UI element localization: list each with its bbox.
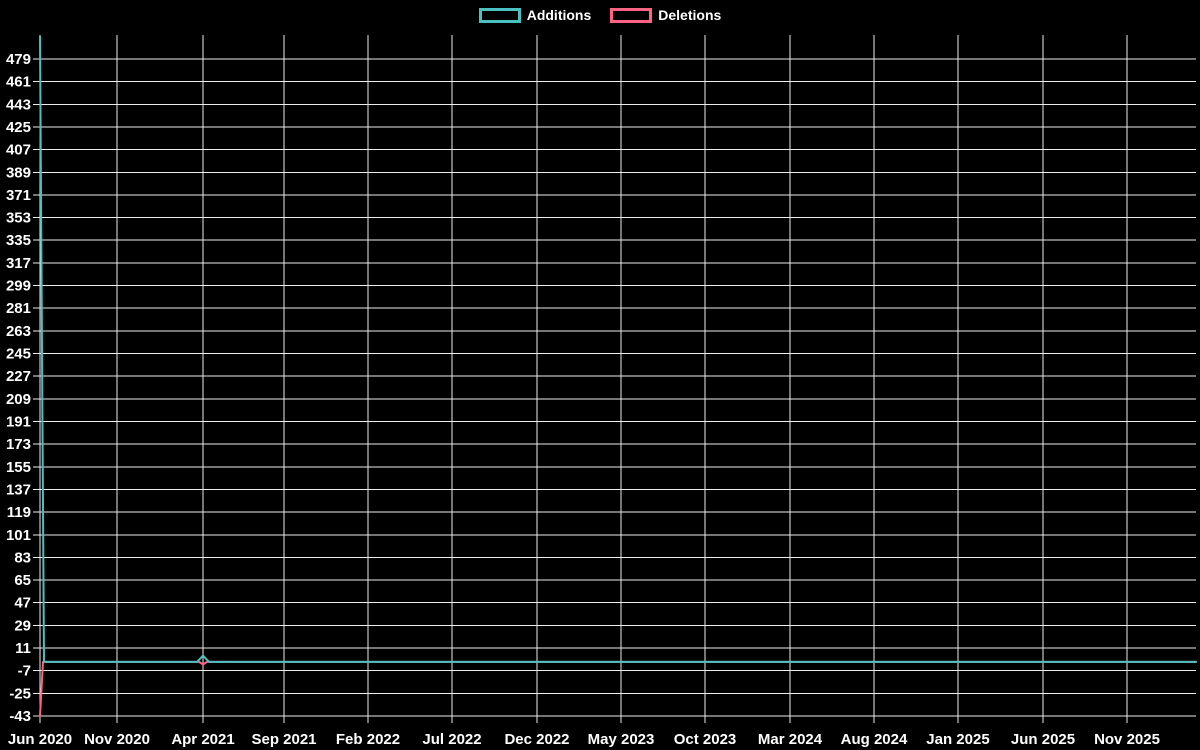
y-tick-label: 245 xyxy=(6,346,31,363)
y-tick-label: 263 xyxy=(6,323,31,340)
y-tick-label: 407 xyxy=(6,142,31,159)
legend-label-deletions: Deletions xyxy=(658,7,722,23)
y-tick-label: 371 xyxy=(6,187,31,204)
x-tick-label: Apr 2021 xyxy=(171,731,234,748)
y-tick-label: 173 xyxy=(6,436,31,453)
x-tick-label: Sep 2021 xyxy=(251,731,316,748)
y-tick-label: 227 xyxy=(6,368,31,385)
y-tick-label: 29 xyxy=(14,617,31,634)
additions-line xyxy=(39,35,1197,663)
x-tick-label: Mar 2024 xyxy=(758,731,823,748)
y-tick-label: 137 xyxy=(6,481,31,498)
x-tick-label: Nov 2020 xyxy=(84,731,150,748)
x-tick-label: Jan 2025 xyxy=(926,731,989,748)
x-tick-label: Jul 2022 xyxy=(422,731,481,748)
legend-item-additions[interactable]: Additions xyxy=(478,7,592,23)
y-tick-label: 191 xyxy=(6,413,31,430)
y-tick-label: 461 xyxy=(6,74,31,91)
y-tick-label: 209 xyxy=(6,391,31,408)
y-tick-label: -25 xyxy=(9,685,31,702)
y-tick-label: 281 xyxy=(6,300,31,317)
x-tick-label: Aug 2024 xyxy=(841,731,908,748)
y-tick-label: 317 xyxy=(6,255,31,272)
legend-item-deletions[interactable]: Deletions xyxy=(610,7,721,23)
y-gridlines xyxy=(33,58,1196,717)
chart-legend: Additions Deletions xyxy=(0,7,1200,23)
y-tick-label: 47 xyxy=(14,595,31,612)
x-tick-label: Oct 2023 xyxy=(674,731,737,748)
x-tick-labels: Jun 2020 Nov 2020 Apr 2021 Sep 2021 Feb 2022… xyxy=(8,731,1160,748)
x-tick-label: Nov 2025 xyxy=(1094,731,1160,748)
y-tick-label: 389 xyxy=(6,164,31,181)
y-tick-label: 425 xyxy=(6,119,31,136)
y-tick-label: 65 xyxy=(14,572,31,589)
x-tick-label: May 2023 xyxy=(588,731,655,748)
x-tick-label: Jun 2020 xyxy=(8,731,72,748)
y-tick-label: 299 xyxy=(6,278,31,295)
y-tick-label: 155 xyxy=(6,459,31,476)
deletions-color-swatch xyxy=(610,7,653,23)
y-tick-label: 11 xyxy=(15,640,31,657)
x-tick-label: Jun 2025 xyxy=(1011,731,1075,748)
x-tick-label: Dec 2022 xyxy=(504,731,569,748)
y-tick-label: 335 xyxy=(6,232,31,249)
y-tick-label: 443 xyxy=(6,96,31,113)
y-tick-label: 101 xyxy=(6,527,31,544)
y-tick-label: 353 xyxy=(6,210,31,227)
y-tick-label: 479 xyxy=(6,51,31,68)
x-gridlines xyxy=(39,35,1128,723)
additions-color-swatch xyxy=(478,7,521,23)
y-tick-label: -7 xyxy=(18,663,31,680)
y-tick-label: -43 xyxy=(9,708,31,725)
legend-label-additions: Additions xyxy=(526,7,592,23)
x-tick-label: Feb 2022 xyxy=(336,731,400,748)
y-tick-label: 119 xyxy=(7,504,31,521)
deletions-line xyxy=(39,660,1197,717)
y-tick-label: 83 xyxy=(14,549,31,566)
y-tick-labels: 479 461 443 425 407 389 371 353 335 317 299 281 263 2… xyxy=(6,51,31,725)
